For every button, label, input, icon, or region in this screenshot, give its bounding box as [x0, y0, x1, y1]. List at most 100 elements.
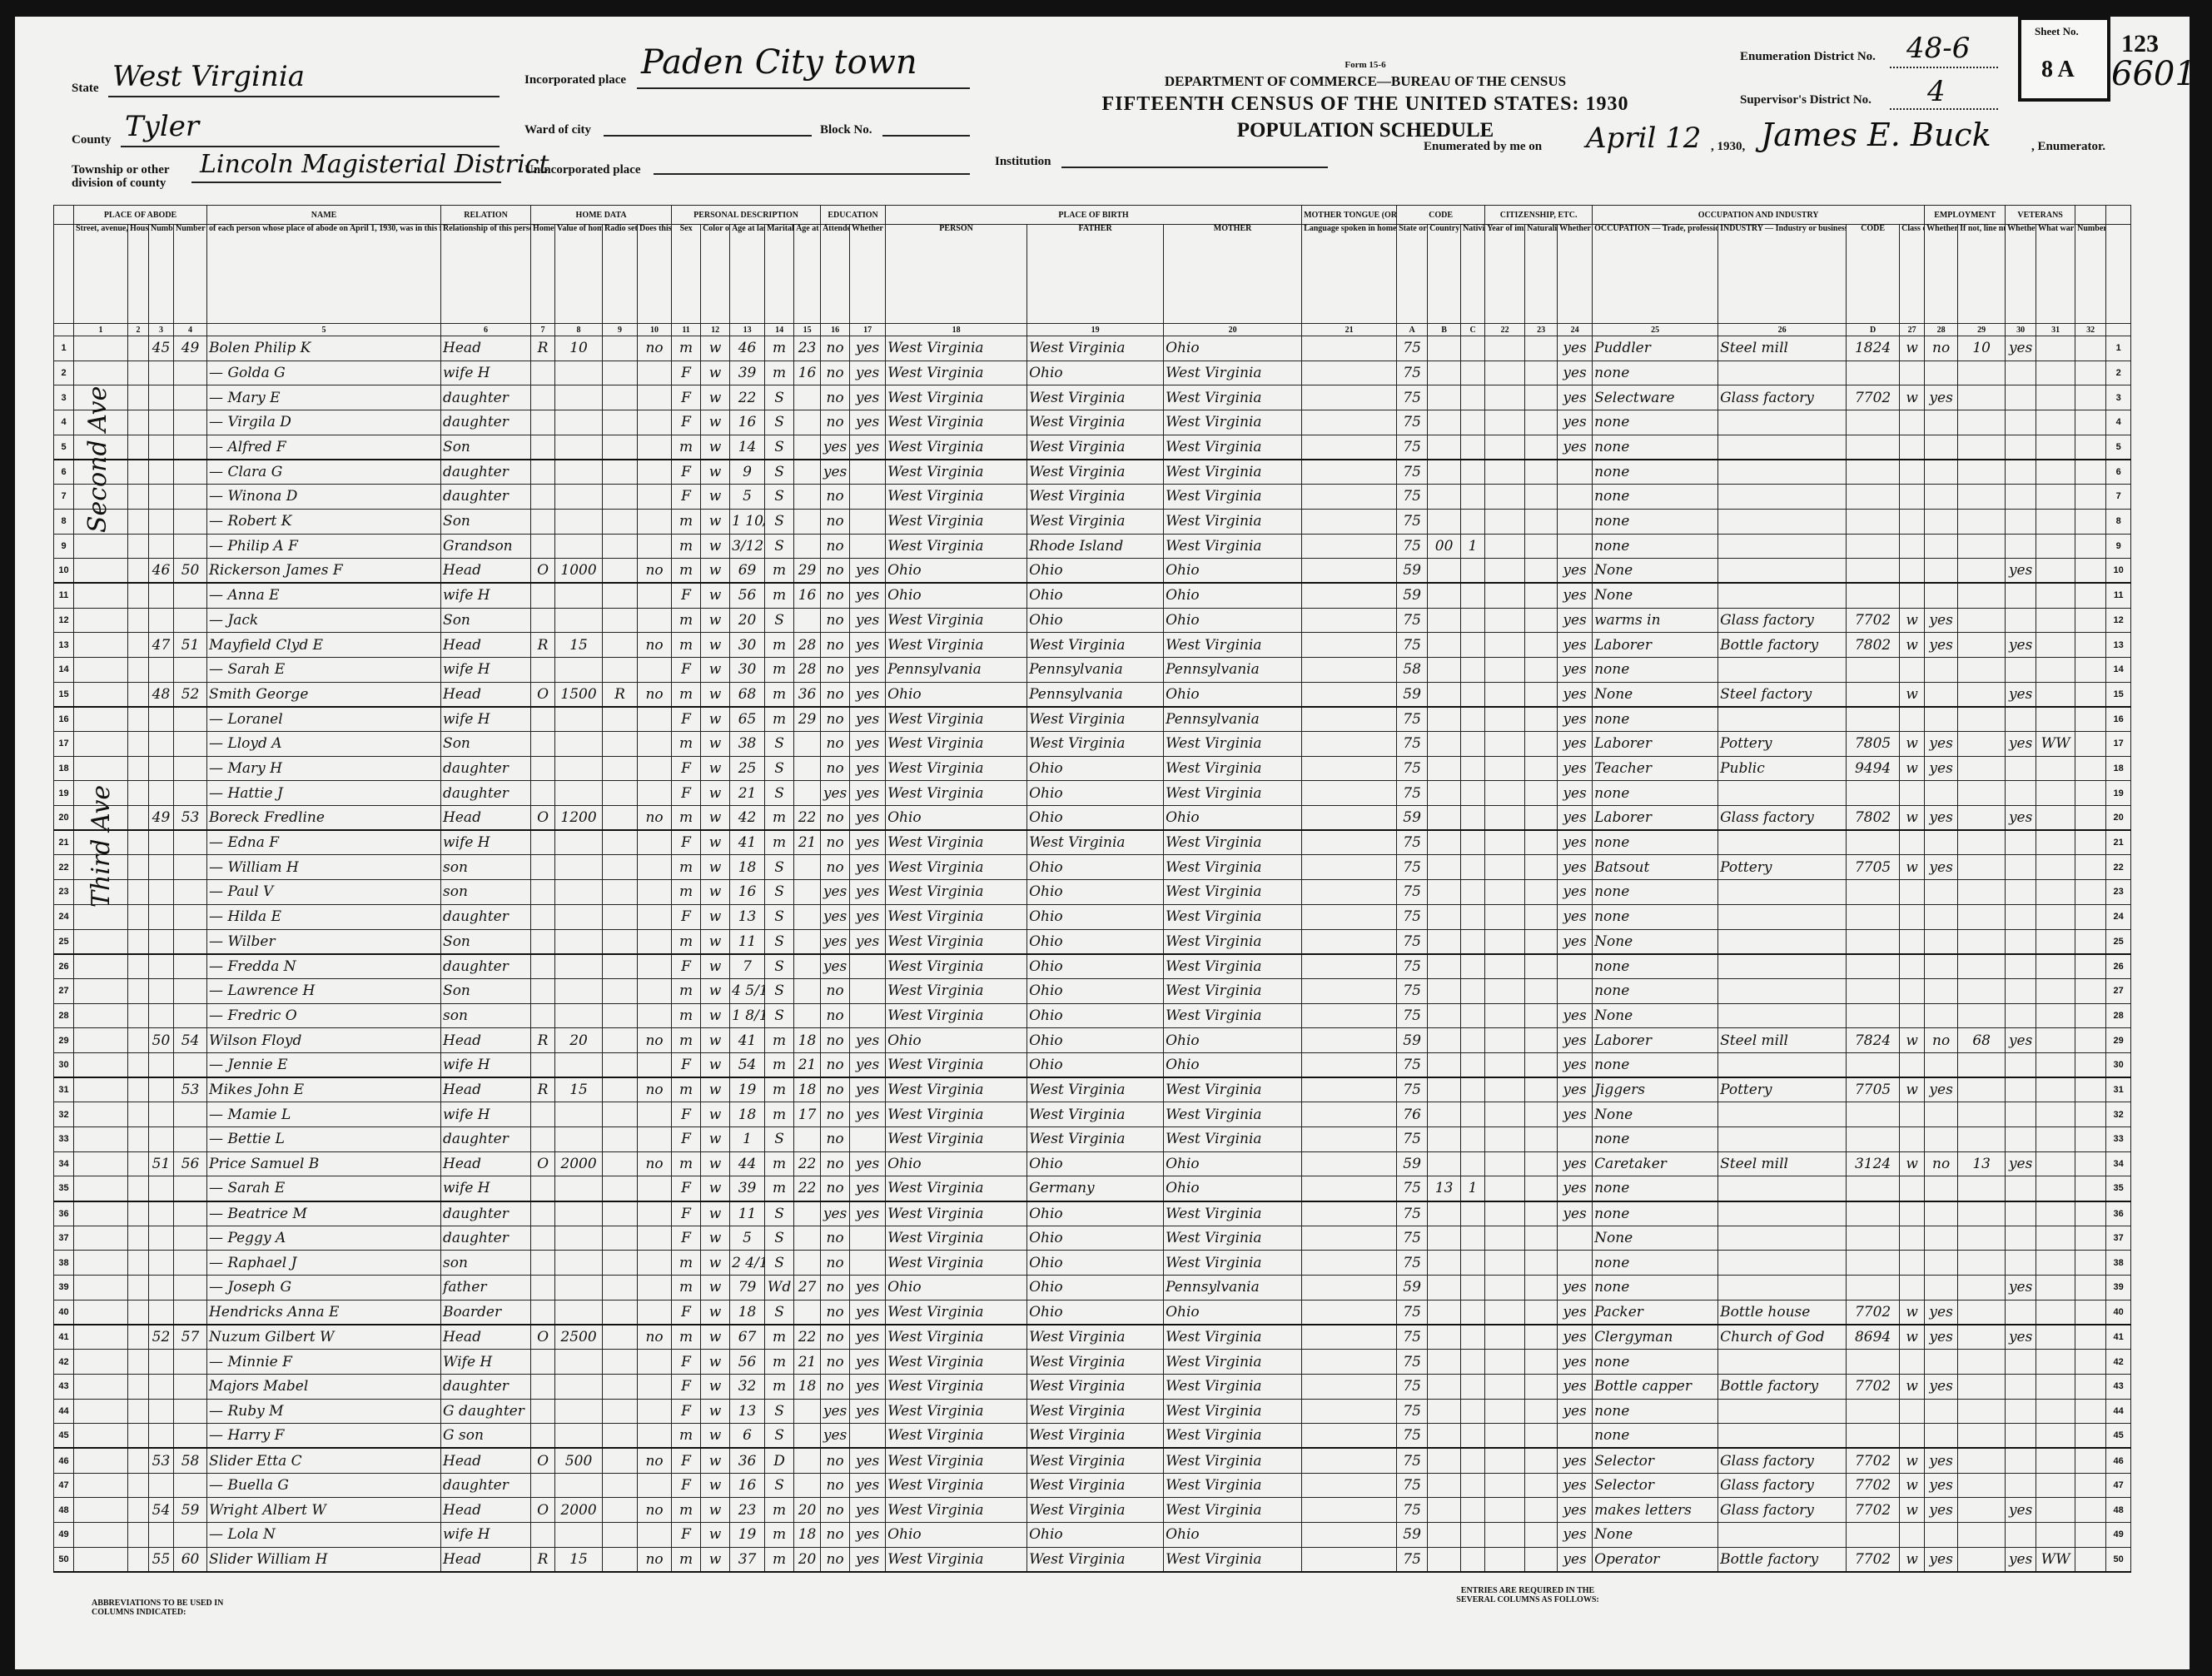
column-header-industry: INDUSTRY — Industry or business — [1717, 224, 1847, 324]
cell-farm: no — [637, 681, 673, 708]
cell-age-married: 27 — [793, 1275, 822, 1301]
cell-english: yes — [1557, 385, 1593, 411]
cell-occupation: Bottle capper — [1592, 1373, 1719, 1400]
column-header-marital: Marital condition — [764, 224, 795, 324]
cell-farm-schedule — [2075, 879, 2107, 905]
cell-value: 1500 — [554, 681, 604, 708]
cell-marital: m — [764, 1151, 795, 1177]
cell-name: — Fredric O — [206, 1002, 442, 1029]
cell-radio — [602, 1324, 639, 1350]
cell-school: no — [820, 558, 851, 584]
cell-tongue — [1301, 459, 1398, 485]
cell-naturalized — [1524, 434, 1558, 460]
cell-english: yes — [1557, 558, 1593, 584]
cell-immigration — [1484, 1225, 1526, 1251]
cell-tongue — [1301, 533, 1398, 559]
cell-race: w — [700, 1176, 731, 1202]
cell-name: — Alfred F — [206, 434, 442, 460]
cell-family — [172, 928, 208, 955]
cell-tenure — [530, 484, 556, 510]
group-header: HOME DATA — [530, 205, 673, 225]
cell-immigration — [1484, 1052, 1526, 1078]
cell-tenure — [530, 410, 556, 435]
cell-war — [2036, 434, 2076, 460]
cell-dwelling — [148, 731, 174, 757]
cell-age: 16 — [729, 410, 766, 435]
cell-code-c — [1460, 1077, 1486, 1103]
cell-code-a: 75 — [1396, 459, 1429, 485]
cell-race: w — [700, 1002, 731, 1029]
cell-code-c — [1460, 336, 1486, 361]
column-header-bf: FATHER — [1026, 224, 1165, 324]
cell-code-c — [1460, 1225, 1486, 1251]
cell-street — [73, 1151, 128, 1177]
cell-employed: yes — [1924, 607, 1959, 634]
cell-bm: West Virginia — [1163, 1373, 1303, 1400]
cell-unemp-line — [1957, 928, 2006, 955]
cell-code-b — [1427, 1324, 1462, 1350]
cell-class: w — [1899, 1027, 1926, 1053]
cell-school: yes — [820, 953, 851, 979]
group-header: MOTHER TONGUE (OR NATIVE LANGUAGE) OF FO… — [1301, 205, 1398, 225]
cell-line-r: 49 — [2105, 1522, 2132, 1548]
cell-immigration — [1484, 681, 1526, 708]
cell-dwelling — [148, 1052, 174, 1078]
column-header-veteran: Whether a veteran — Yes or No — [2005, 224, 2037, 324]
cell-industry — [1717, 879, 1847, 905]
cell-class — [1899, 1398, 1926, 1425]
cell-english: yes — [1557, 1299, 1593, 1325]
cell-tongue — [1301, 903, 1398, 930]
cell-veteran: yes — [2005, 681, 2037, 708]
cell-farm-schedule — [2075, 508, 2107, 535]
cell-code-b — [1427, 1250, 1462, 1276]
cell-dwelling: 45 — [148, 336, 174, 361]
cell-occupation: Packer — [1592, 1299, 1719, 1325]
cell-immigration — [1484, 1027, 1526, 1053]
cell-occupation: none — [1592, 508, 1719, 535]
cell-farm-schedule — [2075, 410, 2107, 435]
cell-industry: Steel factory — [1717, 681, 1847, 708]
cell-bm: West Virginia — [1163, 1497, 1303, 1523]
cell-code-b — [1427, 1275, 1462, 1301]
cell-employed — [1924, 1126, 1959, 1152]
cell-code-c — [1460, 953, 1486, 979]
cell-class — [1899, 533, 1926, 559]
cell-immigration — [1484, 953, 1526, 979]
block-label: Block No. — [820, 123, 872, 137]
cell-code-c — [1460, 829, 1486, 856]
cell-bp: West Virginia — [885, 1250, 1028, 1276]
cell-code-a: 75 — [1396, 731, 1429, 757]
cell-occupation: none — [1592, 1275, 1719, 1301]
cell-marital: m — [764, 558, 795, 584]
cell-occupation: Laborer — [1592, 731, 1719, 757]
cell-age-married — [793, 1398, 822, 1425]
cell-unemp-line — [1957, 1497, 2006, 1523]
cell-naturalized — [1524, 928, 1558, 955]
cell-occupation: none — [1592, 360, 1719, 386]
cell-war — [2036, 1373, 2076, 1400]
cell-age: 18 — [729, 1299, 766, 1325]
cell-name: — Golda G — [206, 360, 442, 386]
cell-dwelling — [148, 977, 174, 1004]
cell-code-b — [1427, 977, 1462, 1004]
cell-marital: S — [764, 780, 795, 807]
cell-dwelling — [148, 484, 174, 510]
cell-relation: wife H — [440, 656, 532, 683]
cell-naturalized — [1524, 632, 1558, 658]
cell-immigration — [1484, 1077, 1526, 1103]
cell-class — [1899, 558, 1926, 584]
cell-employed — [1924, 582, 1959, 609]
cell-name: — Lawrence H — [206, 977, 442, 1004]
cell-relation: daughter — [440, 1126, 532, 1152]
cell-code-c — [1460, 1126, 1486, 1152]
column-header-literate: Whether able to read and write — [849, 224, 887, 324]
cell-ind-code — [1846, 1398, 1901, 1425]
cell-race: w — [700, 977, 731, 1004]
column-header-farm: Does this family live on a farm? — [637, 224, 673, 324]
cell-bm: Pennsylvania — [1163, 706, 1303, 732]
cell-marital: Wd — [764, 1275, 795, 1301]
cell-farm — [637, 1373, 673, 1400]
cell-veteran — [2005, 484, 2037, 510]
